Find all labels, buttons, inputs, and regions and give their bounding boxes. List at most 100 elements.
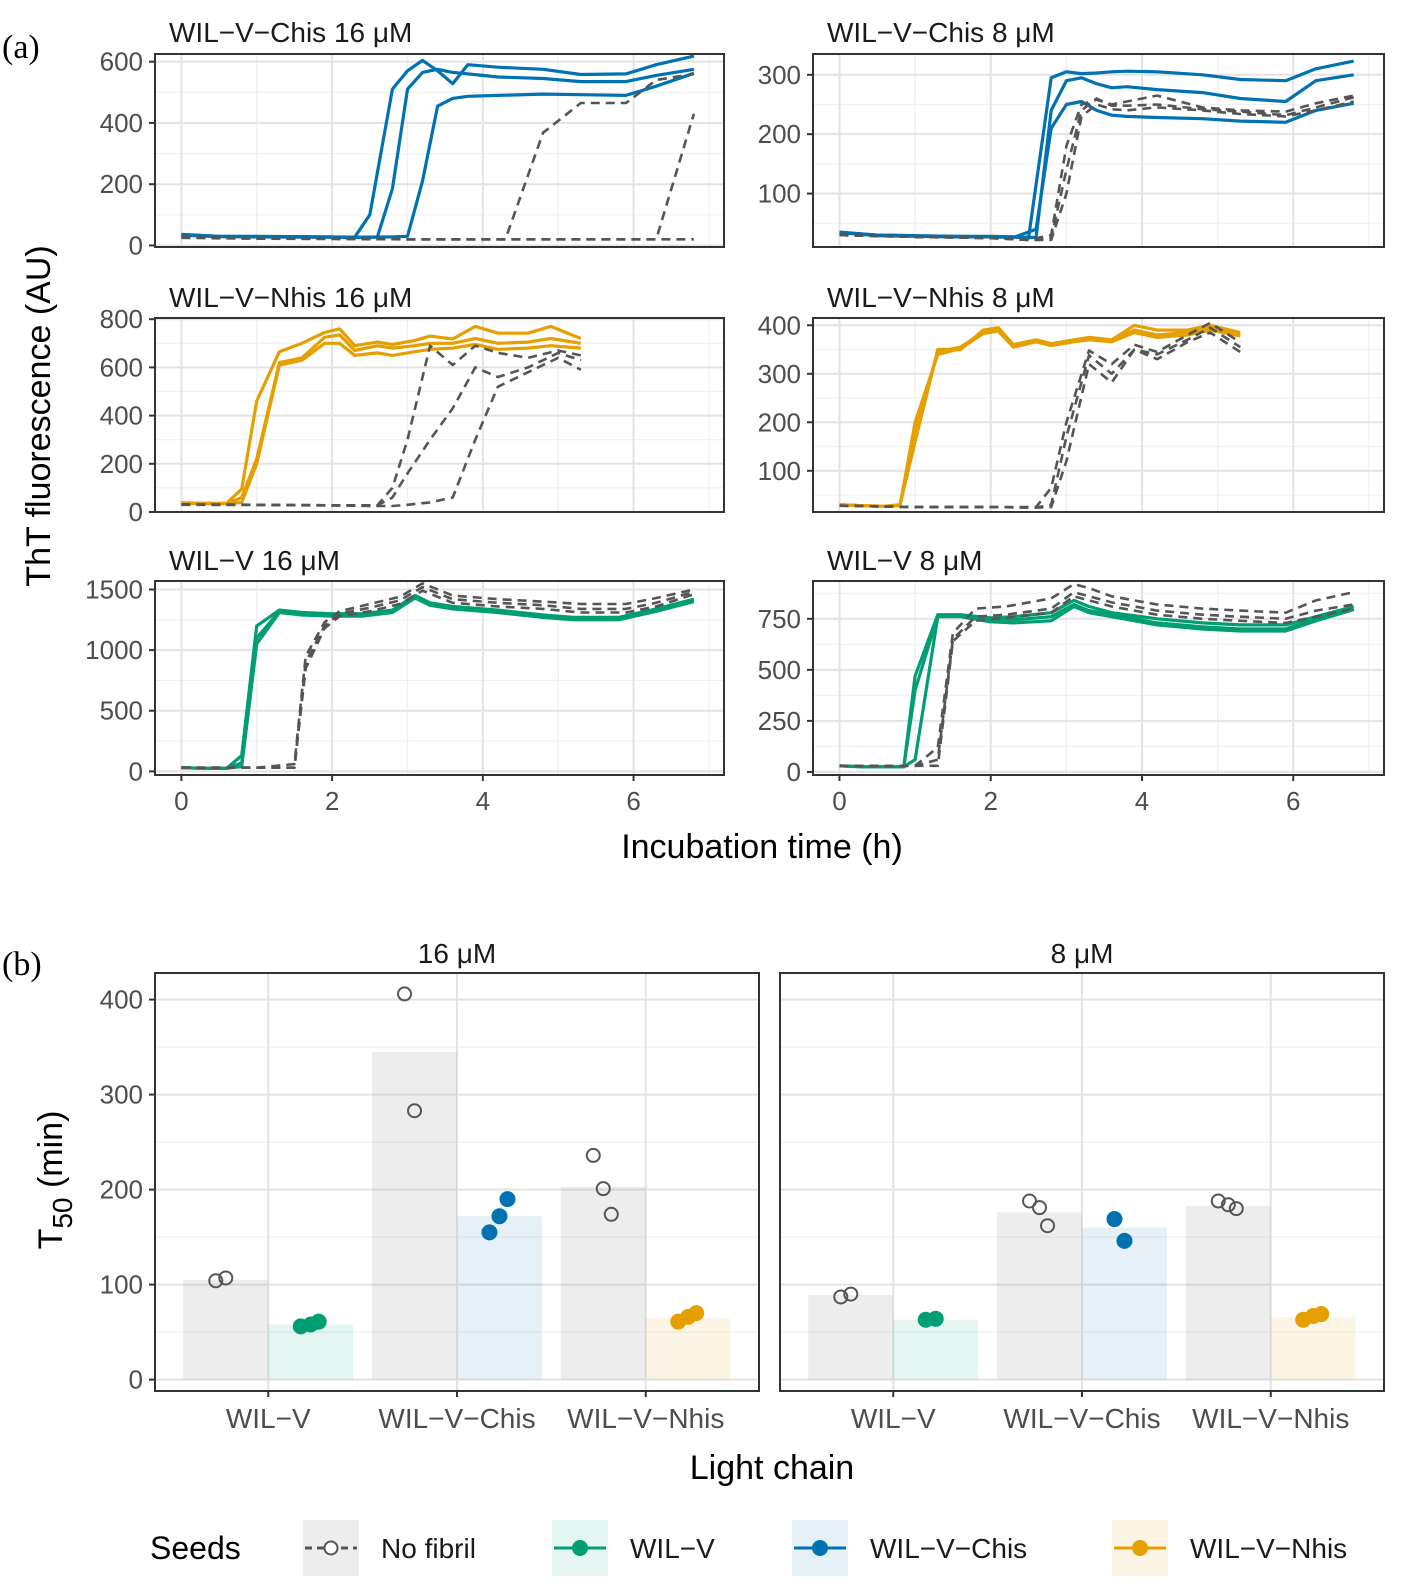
series-line [839,100,1354,242]
facet-title: WIL−V−Chis 8 μM [827,17,1055,48]
y-tick-label: 300 [758,60,801,90]
bar [645,1317,731,1380]
bar [183,1279,269,1380]
series-line [839,326,1241,508]
line-facet: 0 200 400 600 WIL−V−Chis 16 μM [100,17,725,260]
data-point-hollow [407,1103,423,1119]
y-tick-label: 750 [758,604,801,634]
x-tick-label: WIL−V−Chis [1003,1403,1160,1434]
y-tick-label: 200 [100,1175,143,1205]
legend-item: WIL−V−Chis [792,1520,1027,1576]
legend-label: WIL−V [630,1533,715,1564]
facet-title: WIL−V−Nhis 16 μM [169,282,412,313]
y-tick-label: 0 [129,230,143,260]
facet-title: 16 μM [418,938,496,969]
y-tick-label: 1500 [85,574,143,604]
data-point-hollow [1220,1197,1236,1213]
bar [1270,1316,1356,1380]
series-line [839,590,1354,768]
facet-title: WIL−V−Chis 16 μM [169,17,412,48]
series-line [181,589,695,770]
facet-title: WIL−V 8 μM [827,545,982,576]
series-line [839,94,1354,242]
bar [457,1216,542,1380]
y-tick-label: 0 [129,1365,143,1395]
x-axis-title: Incubation time (h) [621,828,903,866]
data-point [310,1313,327,1330]
y-tick-label: 800 [100,304,143,334]
x-tick-label: WIL−V−Chis [378,1403,535,1434]
y-tick-label: 200 [758,119,801,149]
bar [1185,1205,1271,1380]
y-tick-label: 100 [758,456,801,486]
bar [997,1212,1082,1380]
series-line [839,328,1241,508]
legend-label: No fibril [381,1533,476,1564]
series-line [839,326,1242,509]
line-facet: 100 200 300 400 WIL−V−Nhis 8 μM [758,282,1385,513]
x-tick-label: 0 [174,786,188,816]
data-point-hollow [603,1206,619,1222]
legend-item: WIL−V−Nhis [1112,1520,1347,1576]
line-facet: 100 200 300 WIL−V−Chis 8 μM [758,17,1385,248]
y-tick-label: 500 [100,696,143,726]
bar [893,1319,979,1380]
legend-item: WIL−V [552,1520,715,1576]
data-point-hollow [208,1273,224,1289]
x-tick-label: 4 [476,786,490,816]
series-line [181,593,695,770]
panel-label-a: (a) [2,29,40,66]
y-tick-label: 400 [758,310,801,340]
data-point [688,1305,705,1322]
data-point-hollow [1022,1193,1038,1209]
x-tick-label: 2 [983,786,997,816]
y-axis-title: ThT fluorescence (AU) [20,245,58,586]
y-tick-label: 0 [787,757,801,787]
y-tick-label: 1000 [85,635,143,665]
data-point-hollow [397,986,413,1002]
legend-key-point [1132,1540,1148,1556]
panel-border [154,580,725,776]
data-point-hollow [1210,1193,1226,1209]
legend-title: Seeds [150,1530,241,1566]
series-line [839,96,1355,242]
panel-label-b: (b) [2,946,42,983]
x-axis-title: Light chain [690,1449,854,1487]
y-axis-title-subscript: 50 [47,1197,78,1228]
data-point-hollow [595,1181,611,1197]
data-point-hollow [1228,1201,1244,1217]
facet-title: 8 μM [1051,938,1114,969]
y-axis-title: T50 (min) [32,1111,78,1250]
data-point [1106,1211,1123,1228]
series-line [181,113,696,241]
panel-border [154,53,725,248]
series-line [839,323,1241,508]
y-tick-label: 600 [100,352,143,382]
y-tick-label: 100 [100,1270,143,1300]
y-tick-label: 300 [100,1080,143,1110]
legend-label: WIL−V−Chis [870,1533,1027,1564]
series-line [839,331,1242,509]
legend-item: No fibril [303,1520,476,1576]
bar [808,1295,894,1380]
bar [268,1324,354,1380]
bar-facet: 0 100 200 300 400 WIL−V WIL−V−Chis WIL−V−Nhis 16… [100,938,760,1434]
y-tick-label: 300 [758,359,801,389]
series-line [181,595,695,770]
series-line [181,344,582,507]
y-tick-label: 600 [100,47,143,77]
y-tick-label: 0 [129,497,143,527]
y-tick-label: 400 [100,401,143,431]
bar-facet: WIL−V WIL−V−Chis WIL−V−Nhis 8 μM [779,938,1385,1434]
x-tick-label: 6 [626,786,640,816]
y-tick-label: 400 [100,108,143,138]
y-tick-label: 0 [129,756,143,786]
line-facet: 0 250 500 750 0 2 4 6 WIL−V 8 μM [758,545,1385,816]
panel-border [812,317,1385,513]
data-point-hollow [218,1270,234,1286]
series-line [839,321,1242,509]
series-line [181,333,582,506]
x-tick-label: WIL−V [851,1403,936,1434]
data-point [1313,1306,1330,1323]
